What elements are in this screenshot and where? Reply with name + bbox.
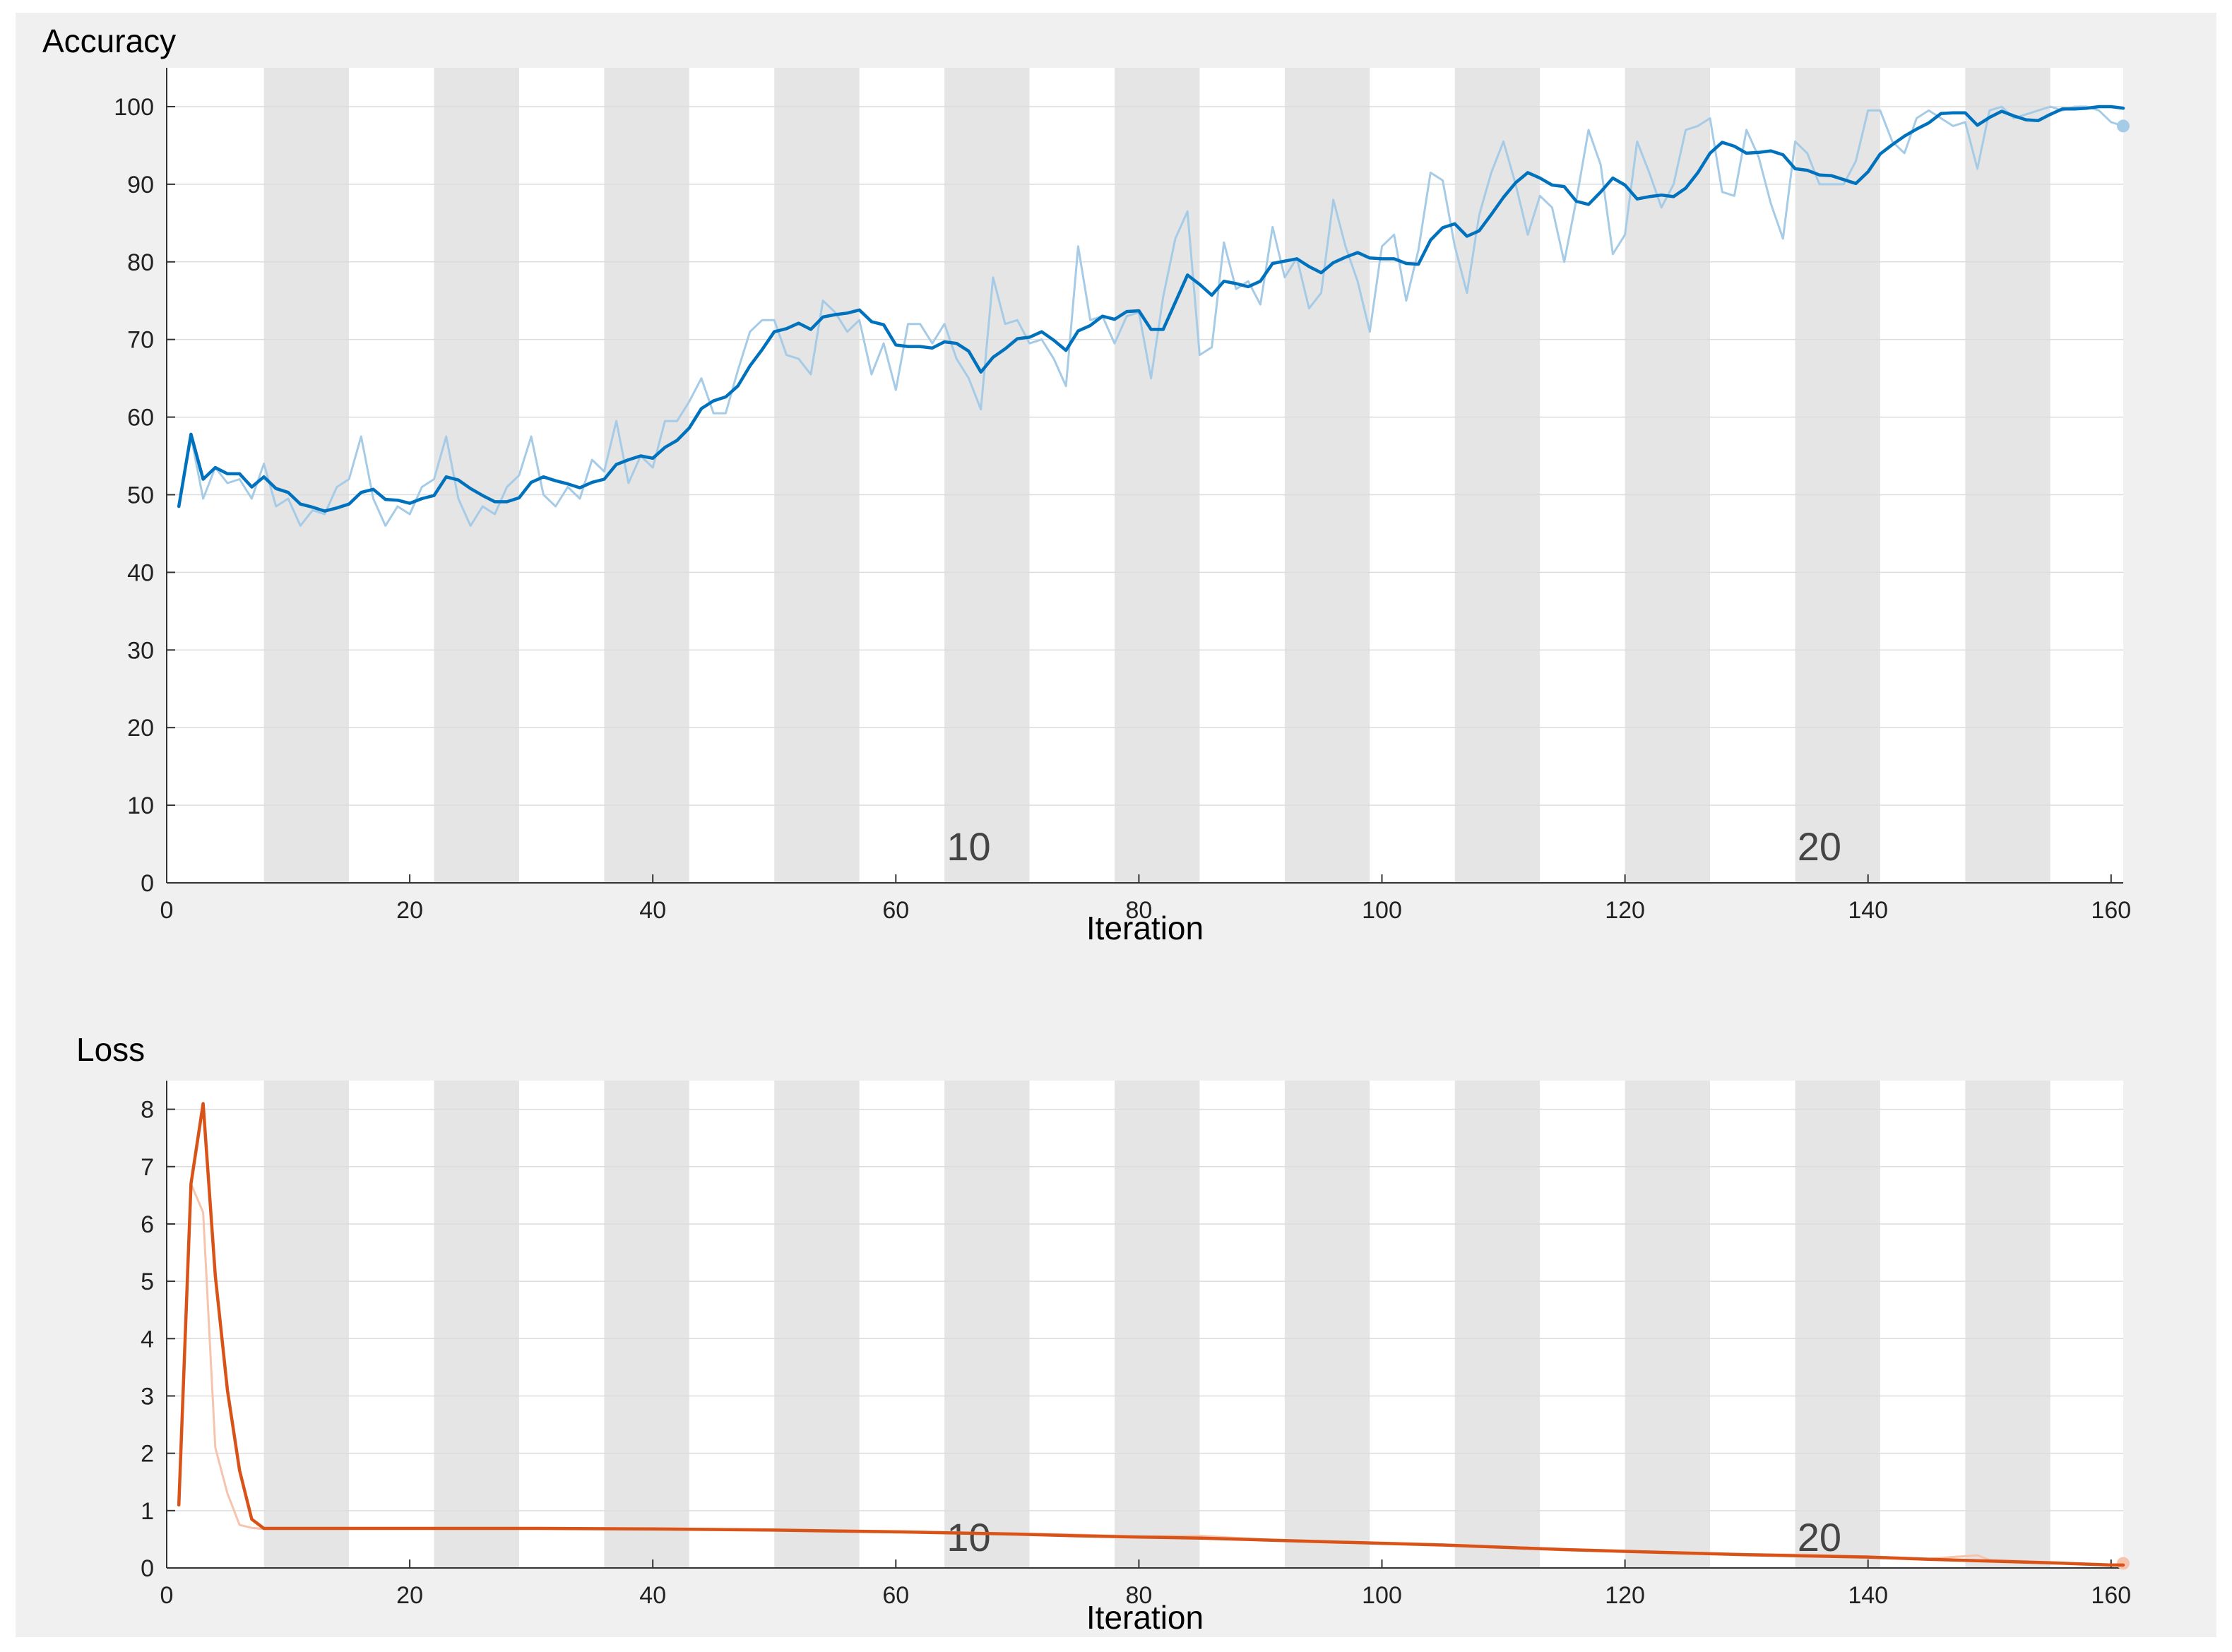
accuracy-y-tick-label: 10: [127, 792, 154, 819]
accuracy-last-point-marker: [2117, 119, 2130, 133]
accuracy-epoch-band: [1114, 68, 1200, 883]
loss-epoch-band: [1114, 1081, 1200, 1568]
accuracy-y-tick-label: 90: [127, 172, 154, 198]
accuracy-x-tick-label: 140: [1848, 897, 1888, 924]
loss-y-tick-label: 4: [141, 1326, 154, 1353]
loss-epoch-label: 20: [1798, 1515, 1841, 1559]
accuracy-epoch-band: [1454, 68, 1541, 883]
accuracy-epoch-band: [263, 68, 350, 883]
accuracy-x-axis-label: Iteration: [1086, 910, 1204, 946]
accuracy-x-tick-label: 120: [1605, 897, 1645, 924]
loss-last-point-marker: [2117, 1557, 2130, 1570]
loss-x-tick-label: 60: [882, 1582, 909, 1609]
accuracy-epoch-band: [434, 68, 519, 883]
loss-y-tick-label: 8: [141, 1097, 154, 1124]
loss-y-tick-label: 5: [141, 1268, 154, 1295]
loss-epoch-band: [944, 1081, 1030, 1568]
accuracy-x-tick-label: 60: [882, 897, 909, 924]
accuracy-title: Accuracy: [42, 23, 176, 59]
accuracy-y-tick-label: 20: [127, 715, 154, 742]
accuracy-x-tick-label: 160: [2091, 897, 2131, 924]
loss-epoch-band: [1965, 1081, 2050, 1568]
loss-epoch-band: [604, 1081, 689, 1568]
loss-epoch-band: [1454, 1081, 1541, 1568]
loss-epoch-band: [1625, 1081, 1711, 1568]
loss-y-tick-label: 3: [141, 1383, 154, 1410]
accuracy-y-tick-label: 100: [114, 94, 154, 121]
accuracy-raw-line: [177, 105, 2125, 527]
loss-y-tick-label: 6: [141, 1211, 154, 1238]
accuracy-y-tick-label: 0: [141, 870, 154, 897]
accuracy-x-tick-label: 80: [1125, 897, 1152, 924]
accuracy-y-tick-label: 70: [127, 327, 154, 354]
accuracy-epoch-band: [944, 68, 1030, 883]
loss-epoch-band: [774, 1081, 860, 1568]
loss-y-tick-label: 2: [141, 1441, 154, 1468]
accuracy-x-tick-label: 40: [639, 897, 666, 924]
loss-smoothed-line: [177, 1102, 2125, 1567]
loss-y-tick-label: 7: [141, 1154, 154, 1181]
loss-x-tick-label: 0: [160, 1582, 174, 1609]
loss-y-tick-label: 1: [141, 1498, 154, 1525]
loss-epoch-label: 10: [946, 1515, 990, 1559]
accuracy-x-tick-label: 20: [396, 897, 423, 924]
accuracy-epoch-band: [774, 68, 860, 883]
accuracy-epoch-band: [1965, 68, 2050, 883]
loss-epoch-band: [1795, 1081, 1880, 1568]
loss-x-tick-label: 40: [639, 1582, 666, 1609]
loss-x-tick-label: 100: [1362, 1582, 1402, 1609]
loss-epoch-band: [263, 1081, 350, 1568]
loss-x-tick-label: 140: [1848, 1582, 1888, 1609]
accuracy-epoch-band: [1795, 68, 1880, 883]
accuracy-epoch-band: [1625, 68, 1711, 883]
loss-x-tick-label: 160: [2091, 1582, 2131, 1609]
loss-x-tick-label: 20: [396, 1582, 423, 1609]
accuracy-y-tick-label: 40: [127, 559, 154, 586]
accuracy-x-tick-label: 100: [1362, 897, 1402, 924]
accuracy-epoch-label: 20: [1798, 824, 1841, 869]
accuracy-epoch-band: [1284, 68, 1370, 883]
accuracy-y-tick-label: 50: [127, 482, 154, 509]
accuracy-chart: 10 20 0 10 20 30 40 50 60 70 80 90 100 0 20 40 60 80 100 12…: [42, 23, 2131, 946]
accuracy-x-tick-label: 0: [160, 897, 174, 924]
loss-x-axis-label: Iteration: [1086, 1599, 1204, 1636]
loss-epoch-band: [1284, 1081, 1370, 1568]
accuracy-y-tick-label: 30: [127, 637, 154, 664]
accuracy-y-tick-label: 80: [127, 249, 154, 276]
loss-title: Loss: [76, 1031, 145, 1068]
accuracy-y-tick-label: 60: [127, 405, 154, 432]
accuracy-epoch-label: 10: [946, 824, 990, 869]
loss-y-tick-label: 0: [141, 1555, 154, 1582]
loss-epoch-band: [434, 1081, 519, 1568]
loss-x-tick-label: 120: [1605, 1582, 1645, 1609]
accuracy-epoch-band: [604, 68, 689, 883]
loss-x-tick-label: 80: [1125, 1582, 1152, 1609]
accuracy-smoothed-line: [177, 105, 2125, 513]
